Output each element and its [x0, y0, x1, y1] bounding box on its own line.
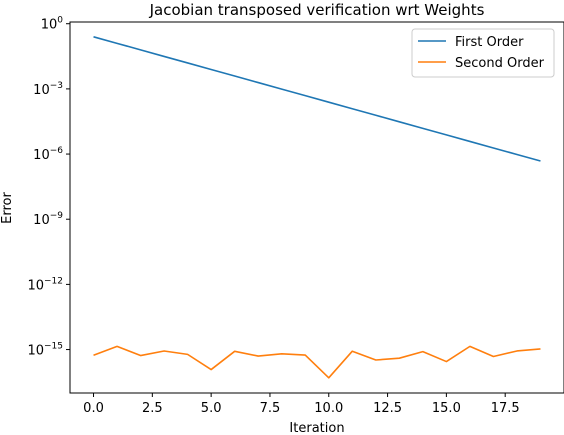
x-tick-label: 5.0 — [201, 401, 222, 416]
x-axis-label: Iteration — [289, 421, 344, 435]
x-tick-label: 7.5 — [260, 401, 281, 416]
y-tick-base: 10 — [33, 83, 50, 98]
x-tick-label: 2.5 — [142, 401, 163, 416]
x-tick-label: 15.0 — [432, 401, 461, 416]
y-tick-base: 10 — [27, 344, 44, 359]
legend-label: Second Order — [455, 56, 545, 71]
y-tick-base: 10 — [27, 278, 44, 293]
y-axis-label: Error — [0, 192, 15, 224]
series-line-first-order — [93, 36, 541, 162]
y-tick-label: 10−6 — [33, 146, 63, 163]
y-tick-label: 10−12 — [27, 276, 63, 293]
x-tick-label: 12.5 — [373, 401, 402, 416]
y-tick-exponent: 0 — [57, 16, 63, 26]
series-line-second-order — [93, 345, 541, 379]
legend-label: First Order — [455, 35, 524, 50]
legend: First Order Second Order — [411, 28, 555, 78]
y-tick-base: 10 — [33, 148, 50, 163]
x-tick-label: 10.0 — [314, 401, 343, 416]
y-tick-label: 100 — [41, 16, 64, 33]
legend-frame — [411, 28, 555, 78]
x-tick-label: 17.5 — [491, 401, 520, 416]
chart-title: Jacobian transposed verification wrt Wei… — [149, 1, 485, 19]
y-tick-exponent: −9 — [50, 211, 64, 221]
y-tick-label: 10−9 — [33, 211, 63, 228]
x-tick-label: 0.0 — [83, 401, 104, 416]
y-tick-label: 10−3 — [33, 81, 63, 98]
y-tick-exponent: −3 — [50, 81, 63, 91]
y-tick-base: 10 — [33, 213, 50, 228]
y-tick-exponent: −15 — [44, 342, 63, 352]
y-tick-exponent: −6 — [50, 146, 64, 156]
y-tick-exponent: −12 — [44, 276, 63, 286]
series-layer — [93, 36, 541, 379]
plot-area-frame — [69, 21, 564, 394]
y-tick-label: 10−15 — [27, 342, 63, 359]
ticks-layer: 0.0 2.5 5.0 7.5 10.0 12.5 15.0 17.510010−310−61… — [27, 16, 519, 416]
y-tick-base: 10 — [41, 18, 58, 33]
